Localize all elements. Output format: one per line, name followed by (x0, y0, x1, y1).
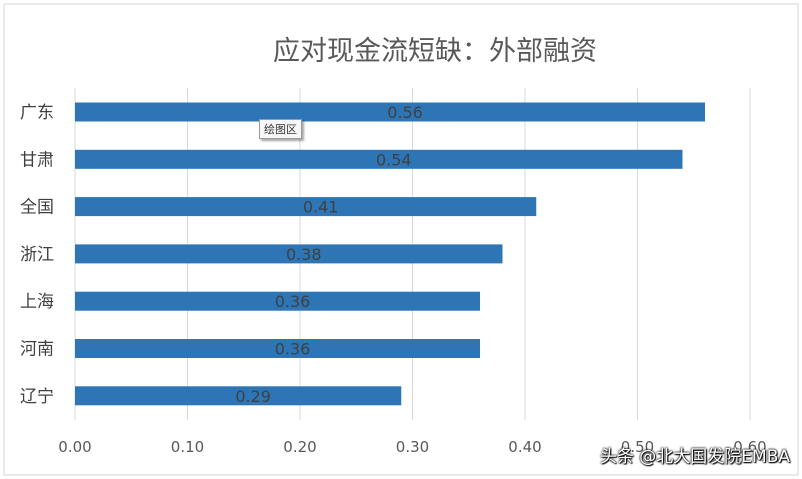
bar (75, 102, 705, 122)
watermark: 头条 @北大国发院EMBA (599, 447, 790, 467)
data-label: 0.41 (303, 198, 339, 217)
data-labels: 0.56 0.54 0.41 0.38 0.36 0.36 0.29 (235, 103, 423, 406)
category-label: 广东 (20, 103, 54, 123)
x-tick-label: 0.00 (58, 438, 91, 456)
data-label: 0.36 (275, 292, 311, 311)
x-tick-label: 0.40 (508, 438, 541, 456)
category-label: 浙江 (20, 245, 54, 265)
bars (75, 102, 705, 406)
category-label: 上海 (20, 292, 54, 312)
x-tick-label: 0.30 (396, 438, 429, 456)
x-tick-label: 0.60 (733, 438, 766, 456)
x-tick-label: 0.50 (621, 438, 654, 456)
category-label: 辽宁 (20, 387, 54, 407)
bar (75, 386, 402, 406)
data-label: 0.56 (387, 103, 423, 122)
chart-title: 应对现金流短缺：外部融资 (273, 36, 597, 67)
bar (75, 339, 480, 358)
data-label: 0.29 (235, 387, 271, 406)
category-label: 全国 (20, 198, 54, 218)
bar (75, 149, 683, 169)
data-label: 0.38 (286, 245, 322, 264)
bar (75, 197, 537, 217)
category-label: 甘肃 (20, 150, 54, 170)
gridlines (74, 88, 751, 420)
data-label: 0.36 (275, 340, 311, 359)
x-tick-label: 0.20 (283, 438, 316, 456)
x-tick-label: 0.10 (171, 438, 204, 456)
bar (75, 291, 480, 311)
plot-area-tooltip: 绘图区 (259, 119, 302, 139)
data-label: 0.54 (376, 150, 412, 169)
bar (75, 244, 503, 264)
x-axis-ticks: 0.00 0.10 0.20 0.30 0.40 0.50 0.60 (58, 438, 766, 456)
category-label: 河南 (20, 340, 54, 360)
